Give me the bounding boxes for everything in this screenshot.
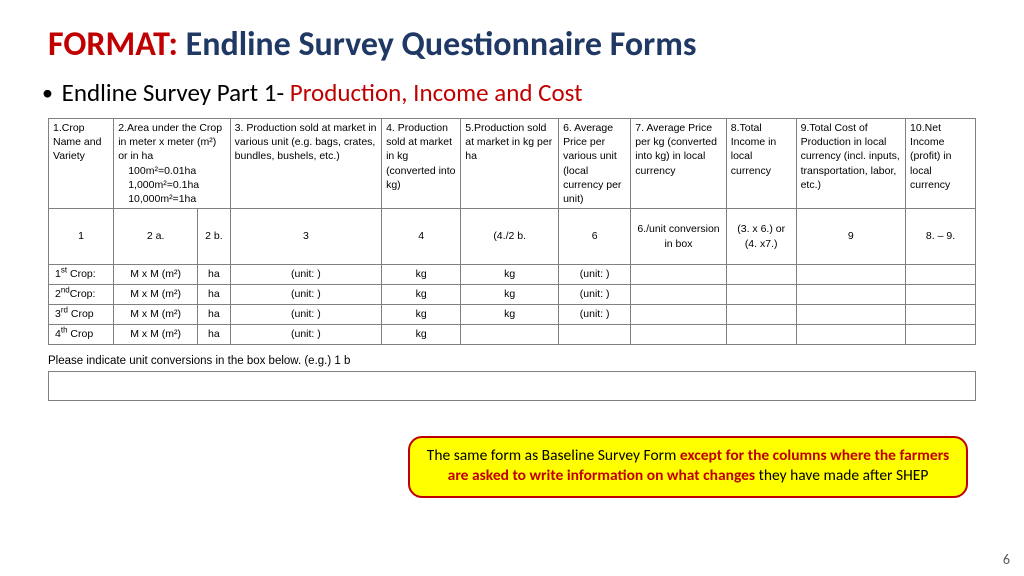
table-cell: kg: [461, 305, 559, 325]
survey-table: 1.Crop Name and Variety2.Area under the …: [48, 118, 976, 345]
table-cell: kg: [461, 265, 559, 285]
table-cell: [726, 325, 796, 345]
table-header: 1.Crop Name and Variety: [49, 119, 114, 209]
table-row: 2ndCrop:M x M (m²)ha(unit: )kgkg(unit: ): [49, 285, 976, 305]
table-header: 7. Average Price per kg (converted into …: [631, 119, 726, 209]
table-cell: 9: [796, 209, 905, 265]
table-header: 5.Production sold at market in kg per ha: [461, 119, 559, 209]
table-cell: (unit: ): [559, 305, 631, 325]
slide-title: FORMAT: Endline Survey Questionnaire For…: [48, 24, 976, 65]
table-cell: [906, 305, 976, 325]
subtitle: Endline Survey Part 1- Production, Incom…: [56, 77, 976, 108]
table-cell: kg: [382, 285, 461, 305]
table-cell: ha: [198, 285, 231, 305]
table-cell: 8. – 9.: [906, 209, 976, 265]
table-cell: 2 b.: [198, 209, 231, 265]
table-cell: 2ndCrop:: [49, 285, 114, 305]
table-header: 6. Average Price per various unit (local…: [559, 119, 631, 209]
table-cell: 4th Crop: [49, 325, 114, 345]
table-header: 4. Production sold at market in kg (conv…: [382, 119, 461, 209]
table-cell: [559, 325, 631, 345]
table-cell: [796, 265, 905, 285]
table-header: 8.Total Income in local currency: [726, 119, 796, 209]
table-cell: kg: [382, 305, 461, 325]
table-cell: 4: [382, 209, 461, 265]
table-cell: 1st Crop:: [49, 265, 114, 285]
table-cell: 1: [49, 209, 114, 265]
table-cell: M x M (m²): [114, 325, 198, 345]
conversion-blank-box: [48, 371, 976, 401]
table-cell: [461, 325, 559, 345]
table-header-row: 1.Crop Name and Variety2.Area under the …: [49, 119, 976, 209]
table-cell: (unit: ): [230, 285, 381, 305]
table-cell: M x M (m²): [114, 265, 198, 285]
table-cell: M x M (m²): [114, 285, 198, 305]
table-cell: [796, 305, 905, 325]
table-row: 4th CropM x M (m²)ha(unit: )kg: [49, 325, 976, 345]
page-number: 6: [1003, 551, 1010, 568]
title-red: FORMAT:: [48, 24, 178, 65]
table-formula-row: 12 a.2 b.34(4./2 b.66./unit conversion i…: [49, 209, 976, 265]
callout-pre: The same form as Baseline Survey Form: [427, 446, 680, 465]
table-cell: (3. x 6.) or (4. x7.): [726, 209, 796, 265]
table-header: 3. Production sold at market in various …: [230, 119, 381, 209]
table-cell: 3: [230, 209, 381, 265]
subtitle-black: Endline Survey Part 1-: [62, 77, 290, 108]
table-cell: [726, 285, 796, 305]
subtitle-red: Production, Income and Cost: [290, 77, 583, 108]
table-header: 2.Area under the Crop in meter x meter (…: [114, 119, 230, 209]
table-cell: [631, 305, 726, 325]
table-header: 10.Net Income (profit) in local currency: [906, 119, 976, 209]
table-cell: kg: [382, 325, 461, 345]
table-cell: [906, 265, 976, 285]
table-cell: 6./unit conversion in box: [631, 209, 726, 265]
table-row: 3rd CropM x M (m²)ha(unit: )kgkg(unit: ): [49, 305, 976, 325]
table-cell: [796, 285, 905, 305]
table-cell: (unit: ): [230, 305, 381, 325]
table-cell: kg: [461, 285, 559, 305]
table-cell: [726, 305, 796, 325]
title-blue: Endline Survey Questionnaire Forms: [186, 24, 697, 65]
table-cell: 2 a.: [114, 209, 198, 265]
table-cell: (unit: ): [230, 265, 381, 285]
table-cell: [726, 265, 796, 285]
table-row: 1st Crop:M x M (m²)ha(unit: )kgkg(unit: …: [49, 265, 976, 285]
table-cell: (4./2 b.: [461, 209, 559, 265]
table-cell: (unit: ): [559, 285, 631, 305]
table-cell: [631, 325, 726, 345]
conversion-note: Please indicate unit conversions in the …: [48, 355, 976, 367]
table-cell: [631, 285, 726, 305]
table-cell: [796, 325, 905, 345]
table-header: 9.Total Cost of Production in local curr…: [796, 119, 905, 209]
table-cell: 3rd Crop: [49, 305, 114, 325]
table-cell: [906, 285, 976, 305]
table-cell: ha: [198, 325, 231, 345]
table-cell: M x M (m²): [114, 305, 198, 325]
table-cell: ha: [198, 265, 231, 285]
table-cell: kg: [382, 265, 461, 285]
callout-post: they have made after SHEP: [759, 466, 929, 485]
table-cell: ha: [198, 305, 231, 325]
table-cell: (unit: ): [230, 325, 381, 345]
table-cell: [631, 265, 726, 285]
table-cell: 6: [559, 209, 631, 265]
callout-box: The same form as Baseline Survey Form ex…: [408, 436, 968, 498]
table-cell: (unit: ): [559, 265, 631, 285]
table-cell: [906, 325, 976, 345]
